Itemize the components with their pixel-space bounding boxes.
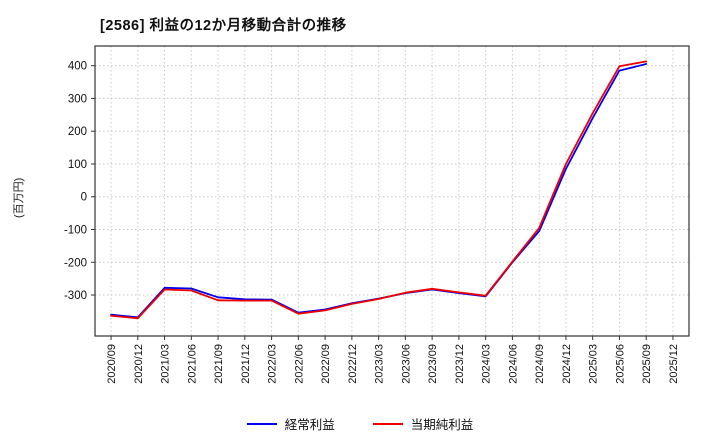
x-tick-label: 2021/06 [186, 344, 198, 384]
x-tick-label: 2021/09 [213, 344, 225, 384]
x-tick-label: 2022/06 [293, 344, 305, 384]
y-tick-label: -300 [64, 290, 87, 302]
x-tick-label: 2024/09 [534, 344, 546, 384]
x-tick-label: 2023/12 [454, 344, 466, 384]
y-tick-label: -100 [64, 225, 87, 237]
x-tick-label: 2024/06 [507, 344, 519, 384]
x-tick-label: 2022/03 [267, 344, 279, 384]
x-tick-label: 2021/12 [240, 344, 252, 384]
x-tick-label: 2022/12 [347, 344, 359, 384]
plot-border [94, 45, 690, 337]
x-tick-label: 2024/03 [481, 344, 493, 384]
legend-line-ordinary-profit [246, 422, 277, 425]
x-tick-label: 2023/06 [400, 344, 412, 384]
y-tick-label: 400 [68, 61, 87, 73]
y-tick-label: 0 [81, 192, 87, 204]
x-tick-label: 2023/09 [427, 344, 439, 384]
legend: 経常利益 当期純利益 [0, 414, 720, 433]
legend-item-ordinary-profit: 経常利益 [246, 414, 335, 433]
x-tick-label: 2025/12 [668, 344, 680, 384]
x-tick-label: 2025/03 [588, 344, 600, 384]
x-tick-label: 2020/09 [106, 344, 118, 384]
x-tick-label: 2020/12 [133, 344, 145, 384]
y-tick-label: 100 [68, 159, 87, 171]
x-tick-label: 2025/06 [614, 344, 626, 384]
y-tick-label: 300 [68, 93, 87, 105]
x-tick-label: 2023/03 [374, 344, 386, 384]
x-tick-label: 2024/12 [561, 344, 573, 384]
x-tick-label: 2025/09 [641, 344, 653, 384]
y-tick-label: 200 [68, 126, 87, 138]
legend-item-net-income: 当期純利益 [372, 414, 474, 433]
legend-label-net-income: 当期純利益 [410, 418, 474, 432]
series-line-1 [110, 60, 648, 320]
chart-title: [2586] 利益の12か月移動合計の推移 [100, 18, 347, 34]
legend-line-net-income [372, 422, 403, 425]
x-tick-label: 2021/03 [160, 344, 172, 384]
y-tick-label: -200 [64, 257, 87, 269]
legend-label-ordinary-profit: 経常利益 [284, 418, 335, 432]
x-tick-label: 2022/09 [320, 344, 332, 384]
